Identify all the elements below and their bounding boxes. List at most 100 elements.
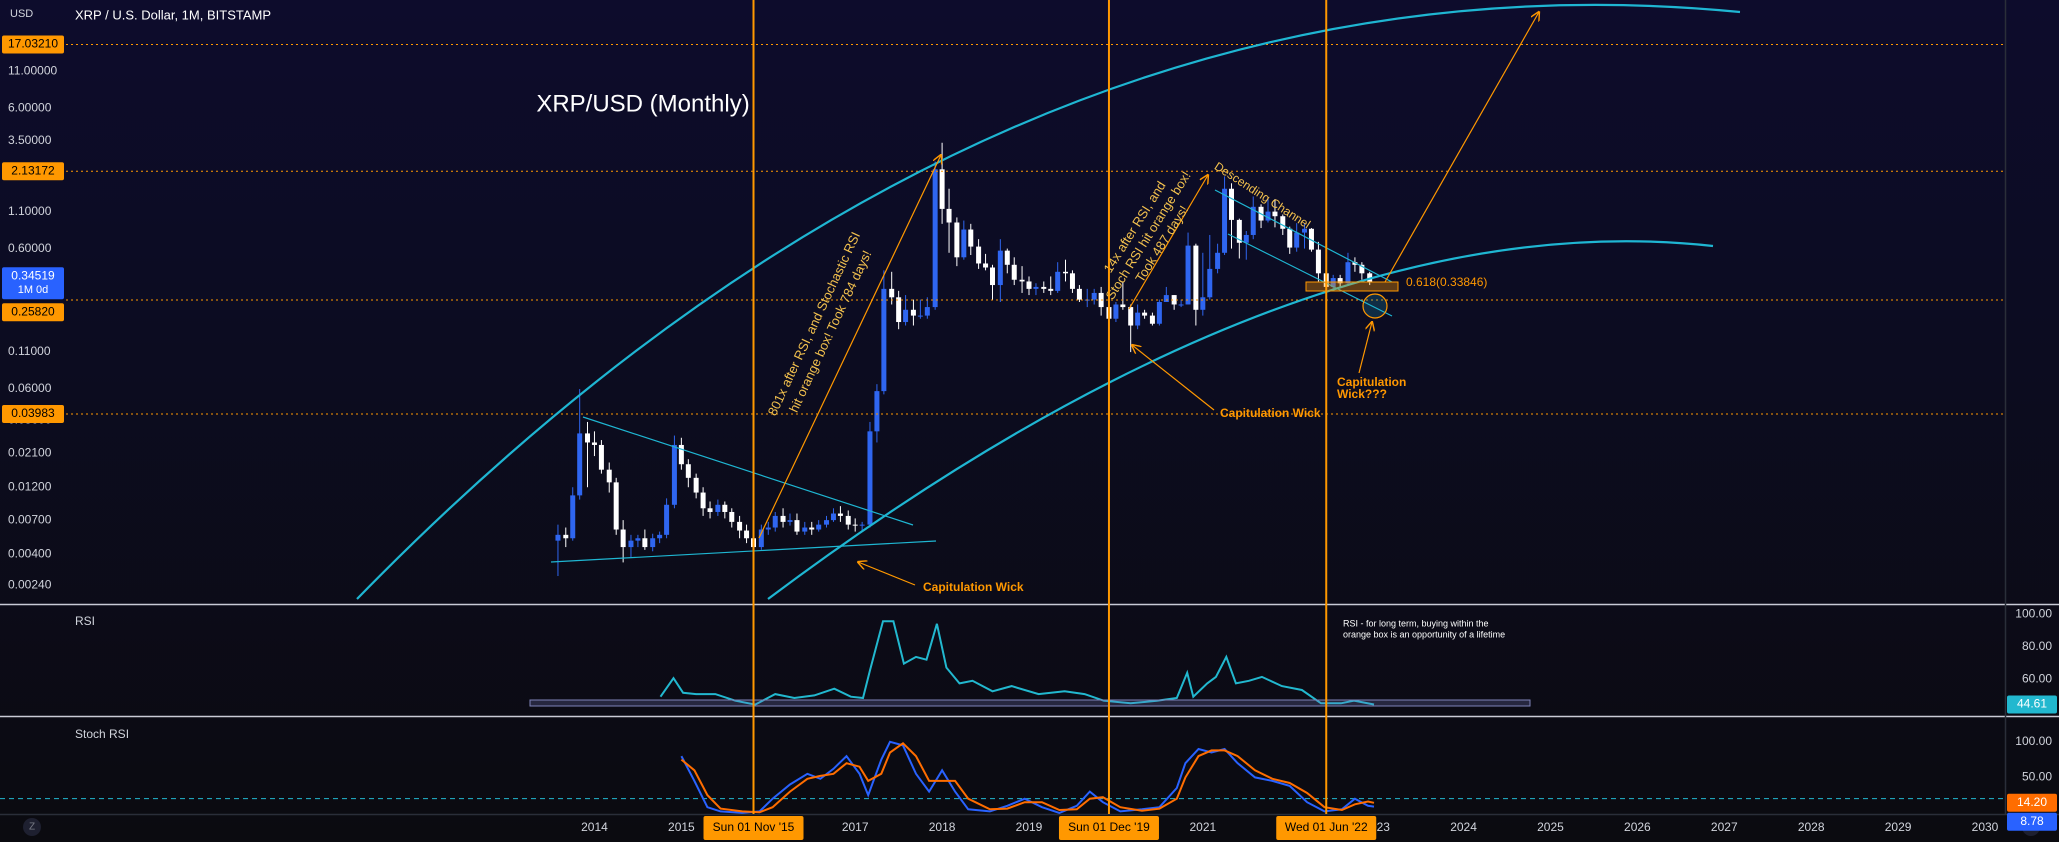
annotation-title: XRP/USD (Monthly) xyxy=(536,90,749,117)
candle-body xyxy=(1120,304,1126,308)
candle-body xyxy=(1156,301,1162,324)
arrow xyxy=(1128,175,1208,310)
candle-body xyxy=(968,229,974,247)
crosshair-label: Sun 01 Nov '15 xyxy=(703,816,804,840)
crosshair-label-box xyxy=(703,816,804,840)
candle-body xyxy=(1004,250,1010,265)
candle-body xyxy=(707,508,713,512)
level-label-box xyxy=(2,303,64,322)
x-tick-label: 2017 xyxy=(842,820,869,834)
annotation-wick: Capitulation xyxy=(1337,375,1406,389)
level-label-box xyxy=(2,405,64,424)
rsi-note: orange box is an opportunity of a lifeti… xyxy=(1343,629,1505,639)
x-tick-label: 2021 xyxy=(1189,820,1216,834)
candle-body xyxy=(794,520,800,532)
arrow xyxy=(758,155,941,539)
candle-body xyxy=(845,515,851,525)
x-tick-label: 2026 xyxy=(1624,820,1651,834)
candle-body xyxy=(1236,219,1242,243)
candle-body xyxy=(685,464,691,478)
y-tick-label: 3.50000 xyxy=(8,133,52,147)
candle-body xyxy=(591,442,597,445)
candle-body xyxy=(1055,271,1061,291)
last-value-label-text: 8.78 xyxy=(2020,814,2044,828)
currency: USD xyxy=(10,8,33,20)
candle-body xyxy=(983,263,989,268)
level-label: 0.25820 xyxy=(2,303,64,322)
candle-body xyxy=(1185,245,1191,305)
crosshair-label-text: Wed 01 Jun '22 xyxy=(1285,820,1368,834)
annotation-wick: Capitulation Wick xyxy=(923,580,1024,594)
y-tick-label: 0.00240 xyxy=(8,578,52,592)
y-tick-label: 60.00 xyxy=(2022,672,2052,686)
x-tick-label: 2028 xyxy=(1798,820,1825,834)
candle-body xyxy=(1200,297,1206,310)
candle-body xyxy=(1359,264,1365,274)
candle-body xyxy=(1229,188,1235,220)
pane-borders xyxy=(0,0,2059,816)
candle-body xyxy=(700,492,706,509)
candle-body xyxy=(787,520,793,522)
candle-body xyxy=(1345,262,1351,284)
candle-body xyxy=(1142,312,1148,316)
candle-body xyxy=(837,513,843,516)
candle-body xyxy=(1135,312,1141,326)
level-label-box xyxy=(2,35,64,54)
candle-body xyxy=(650,538,656,548)
candle-body xyxy=(693,477,699,493)
candle-body xyxy=(924,307,930,316)
candle-body xyxy=(874,391,880,432)
rsi-box xyxy=(529,699,1531,707)
candle-body xyxy=(1171,295,1177,305)
candle-body xyxy=(881,288,887,392)
candle-body xyxy=(1250,206,1256,235)
candle-body xyxy=(1091,292,1097,300)
candle-body xyxy=(990,267,996,286)
button[interactable] xyxy=(23,818,41,836)
candle-body xyxy=(1026,281,1032,289)
candle-body xyxy=(1193,245,1199,310)
candle-body xyxy=(1222,188,1228,253)
last-value-label-text: 44.61 xyxy=(2017,697,2047,711)
channel-line xyxy=(1214,189,1393,283)
candle-body xyxy=(1128,307,1134,326)
candle-body xyxy=(715,504,721,512)
y-tick-label: 100.00 xyxy=(2015,734,2052,748)
wick-circle xyxy=(1362,293,1388,319)
candle-body xyxy=(997,250,1003,286)
candle-body xyxy=(1178,304,1184,306)
x-tick-label: 2027 xyxy=(1711,820,1738,834)
candle-body xyxy=(1315,249,1321,274)
crosshair-label-box xyxy=(1058,816,1159,840)
candle-body xyxy=(1076,288,1082,300)
arrow xyxy=(858,562,916,586)
candle-body xyxy=(555,534,561,541)
drawings xyxy=(356,3,1741,707)
candle-body xyxy=(910,309,916,316)
rsi-note: RSI - for long term, buying within the xyxy=(1343,618,1489,628)
y-tick-label: 0.00700 xyxy=(8,512,52,526)
arrow xyxy=(1358,322,1372,374)
candle-body xyxy=(1265,211,1271,221)
candle-body xyxy=(1041,286,1047,289)
last-price-box xyxy=(2,267,64,300)
level-label-text: 17.03210 xyxy=(8,37,58,51)
crosshair-label-text: Sun 01 Nov '15 xyxy=(713,820,795,834)
candle-body xyxy=(729,511,735,522)
level-label: 0.03983 xyxy=(2,405,64,424)
y-tick-label: 11.00000 xyxy=(8,63,57,77)
candle-body xyxy=(824,520,830,525)
y-tick-label: 100.00 xyxy=(2015,607,2052,621)
candle-body xyxy=(896,297,902,323)
x-tick-label: 2019 xyxy=(1016,820,1043,834)
candle-body xyxy=(1243,234,1249,243)
candle-body xyxy=(809,527,815,530)
x-tick-label: 2018 xyxy=(929,820,956,834)
candle-body xyxy=(939,169,945,209)
annotation-wick: Wick??? xyxy=(1337,387,1387,401)
trendline xyxy=(550,540,937,563)
button-label[interactable]: Z xyxy=(29,822,35,833)
y-tick-label: 0.01200 xyxy=(8,479,52,493)
last-price-countdown: 1M 0d xyxy=(18,284,49,296)
trendline xyxy=(582,416,914,526)
